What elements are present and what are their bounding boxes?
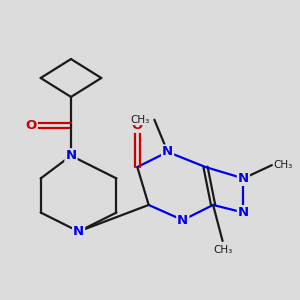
Text: CH₃: CH₃ — [130, 115, 150, 125]
Text: N: N — [238, 206, 249, 219]
Text: N: N — [73, 225, 84, 238]
Text: N: N — [162, 146, 173, 158]
Text: CH₃: CH₃ — [213, 245, 232, 255]
Text: N: N — [65, 149, 76, 162]
Text: N: N — [177, 214, 188, 226]
Text: N: N — [238, 172, 249, 185]
Text: O: O — [132, 119, 143, 132]
Text: CH₃: CH₃ — [274, 160, 293, 170]
Text: O: O — [26, 119, 37, 132]
